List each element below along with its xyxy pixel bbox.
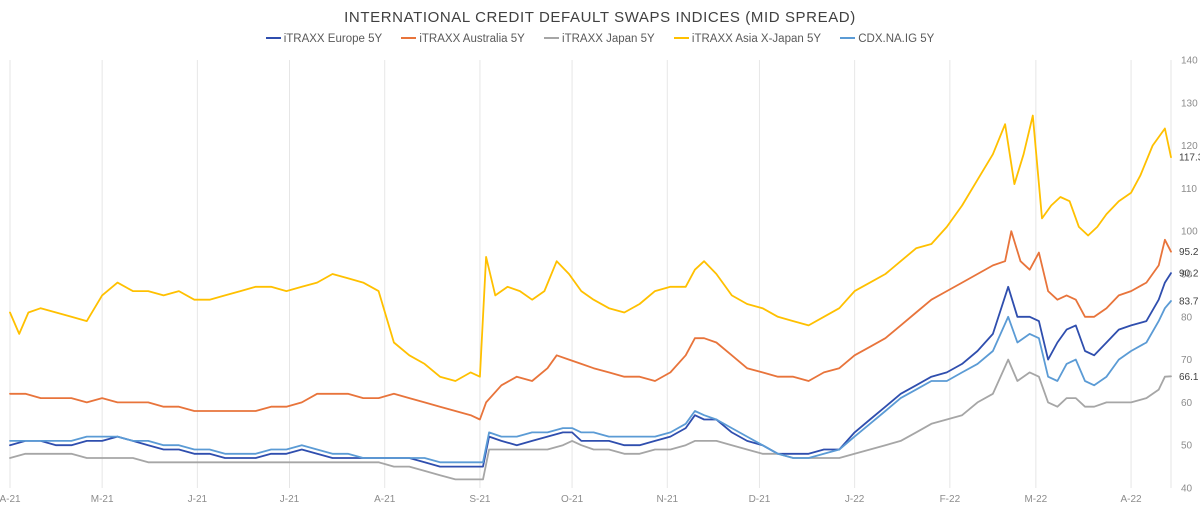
end-value-label: 83.7 (1179, 296, 1199, 307)
y-tick-label: 120 (1181, 141, 1198, 152)
x-tick-label: M-21 (91, 494, 114, 505)
x-tick-label: F-22 (940, 494, 961, 505)
y-tick-label: 40 (1181, 484, 1193, 495)
legend-item-itraxx-europe[interactable]: iTRAXX Europe 5Y (265, 33, 383, 45)
legend-swatch (265, 36, 281, 39)
y-tick-label: 100 (1181, 227, 1198, 238)
x-tick-label: J-21 (280, 494, 300, 505)
chart-title: INTERNATIONAL CREDIT DEFAULT SWAPS INDIC… (344, 9, 856, 26)
legend-swatch (673, 36, 689, 39)
x-tick-label: J-22 (845, 494, 865, 505)
x-tick-label: A-21 (0, 494, 21, 505)
axis-labels: A-21 M-21 J-21 J-21 A-21 S-21 O-21 N-21 D-21 J-22… (0, 56, 1198, 506)
series-line-0 (9, 272, 1172, 468)
series-line-4 (9, 300, 1172, 464)
y-tick-label: 50 (1181, 441, 1193, 452)
legend-swatch (401, 36, 417, 39)
legend-item-itraxx-japan[interactable]: iTRAXX Japan 5Y (544, 33, 655, 45)
legend-item-itraxx-australia[interactable]: iTRAXX Australia 5Y (401, 33, 525, 45)
series-lines (9, 114, 1172, 481)
end-value-label: 117.3 (1179, 153, 1200, 164)
x-tick-label: A-21 (374, 494, 396, 505)
legend-label: iTRAXX Europe 5Y (283, 33, 383, 45)
end-value-label: 66.1 (1179, 372, 1199, 383)
legend-item-itraxx-asia[interactable]: iTRAXX Asia X-Japan 5Y (673, 33, 822, 45)
legend-swatch (840, 36, 856, 39)
y-tick-label: 110 (1181, 184, 1197, 195)
legend-item-cdx-na-ig[interactable]: CDX.NA.IG 5Y (840, 33, 934, 45)
x-tick-label: S-21 (469, 494, 491, 505)
x-tick-label: N-21 (656, 494, 678, 505)
x-tick-label: D-21 (749, 494, 771, 505)
series-line-3 (9, 114, 1172, 382)
y-tick-label: 130 (1181, 98, 1198, 109)
x-tick-label: A-22 (1121, 494, 1143, 505)
y-tick-label: 60 (1181, 398, 1193, 409)
x-tick-label: O-21 (561, 494, 584, 505)
chart-legend: iTRAXX Europe 5Y iTRAXX Australia 5Y iTR… (0, 33, 1200, 45)
series-line-2 (9, 358, 1172, 481)
end-labels: 90.2 95.2 66.1 117.3 83.7 (1179, 153, 1200, 383)
gridlines (9, 60, 1172, 488)
legend-label: CDX.NA.IG 5Y (858, 33, 935, 45)
y-tick-label: 70 (1181, 355, 1193, 366)
y-tick-label: 80 (1181, 312, 1193, 323)
end-value-label: 95.2 (1179, 247, 1199, 258)
legend-label: iTRAXX Japan 5Y (562, 33, 655, 45)
legend-label: iTRAXX Asia X-Japan 5Y (691, 33, 822, 45)
x-tick-label: J-21 (188, 494, 208, 505)
y-tick-label: 90 (1181, 270, 1193, 281)
x-tick-label: M-22 (1024, 494, 1047, 505)
y-tick-label: 140 (1181, 56, 1198, 67)
legend-label: iTRAXX Australia 5Y (419, 33, 525, 45)
legend-swatch (544, 36, 560, 39)
end-value-label: 90.2 (1179, 269, 1199, 280)
series-line-1 (9, 230, 1172, 421)
